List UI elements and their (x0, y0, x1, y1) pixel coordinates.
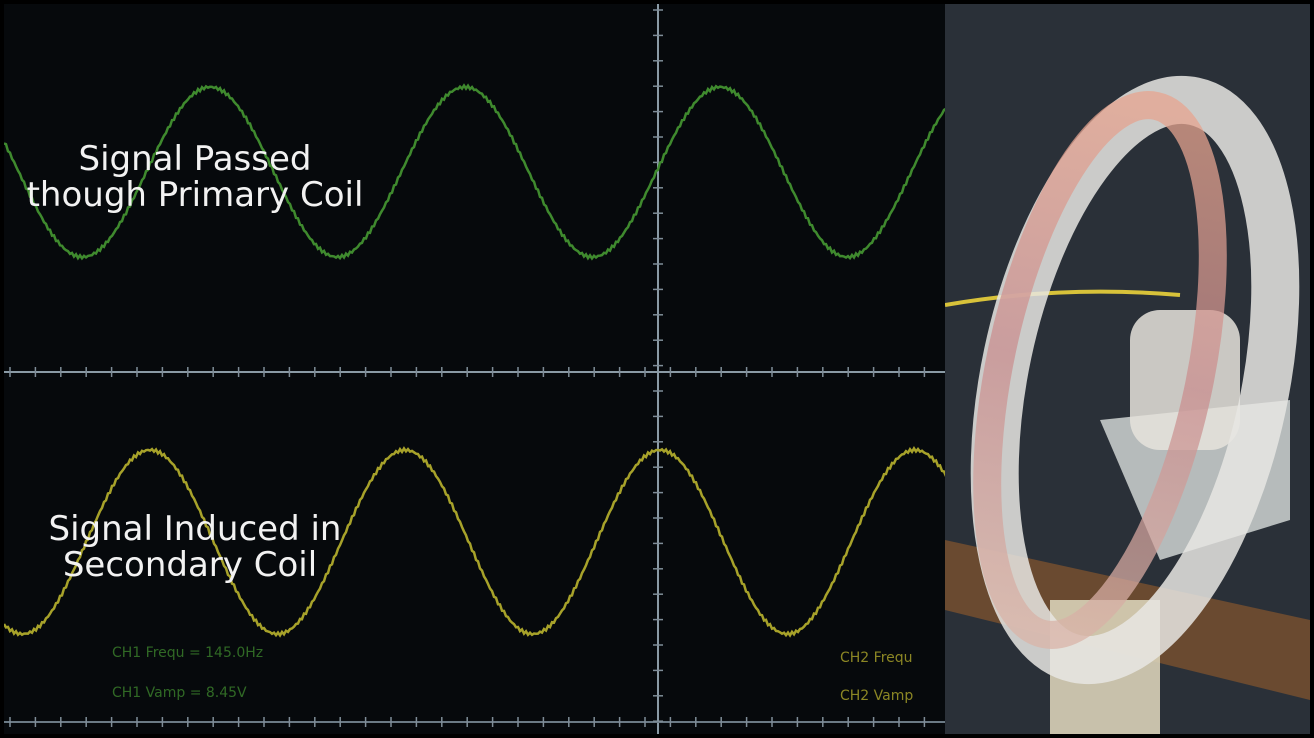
ch2-readout: CH2 Vamp (840, 688, 913, 704)
secondary-label: Secondary Coil (63, 545, 317, 585)
screenshot: Signal Passed though Primary Coil Signal… (0, 0, 1314, 738)
ch2-readout: CH2 Frequ (840, 650, 913, 666)
primary-label: Signal Passed (79, 139, 312, 179)
coil-photo (945, 4, 1314, 734)
oscilloscope: Signal Passed though Primary Coil Signal… (4, 4, 946, 734)
primary-label: though Primary Coil (27, 175, 364, 215)
ch1-readout: CH1 Frequ = 145.0Hz (112, 645, 263, 661)
secondary-label: Signal Induced in (49, 509, 342, 549)
ch1-readout: CH1 Vamp = 8.45V (112, 685, 247, 701)
scope-screen (4, 4, 945, 734)
